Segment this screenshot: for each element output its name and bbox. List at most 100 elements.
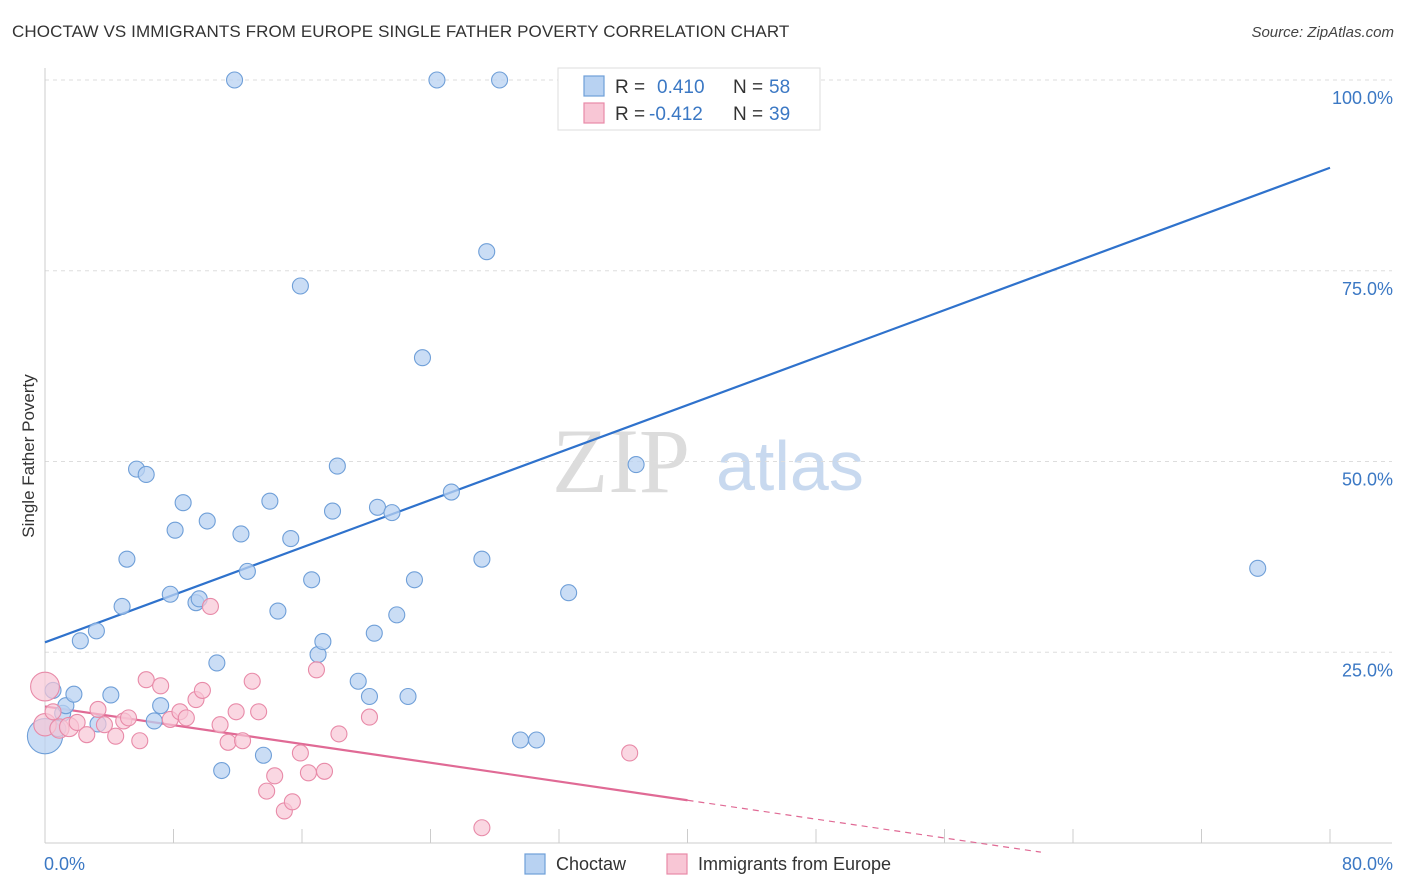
europe-point xyxy=(258,782,276,800)
choctaw-point xyxy=(478,243,496,261)
europe-point xyxy=(89,700,107,719)
x-tick-label-1: 80.0% xyxy=(1342,854,1393,874)
europe-point xyxy=(119,709,138,727)
choctaw-point xyxy=(413,349,432,367)
europe-point xyxy=(473,819,491,837)
choctaw-point xyxy=(208,654,226,672)
legend-r-label-1: R = xyxy=(615,77,645,98)
europe-point xyxy=(78,726,96,744)
choctaw-point xyxy=(166,521,184,539)
choctaw-point xyxy=(405,571,423,589)
choctaw-point xyxy=(323,502,342,520)
y-tick-label-1: 50.0% xyxy=(1342,470,1393,490)
bottom-legend-swatch-choctaw xyxy=(524,853,546,875)
europe-point xyxy=(266,767,284,785)
europe-point xyxy=(44,703,62,721)
europe-point xyxy=(201,597,219,616)
choctaw-point xyxy=(254,746,273,764)
legend-r-value-1: 0.410 xyxy=(657,77,705,98)
choctaw-point xyxy=(113,597,131,616)
choctaw-trend-line xyxy=(44,166,1331,644)
choctaw-point xyxy=(137,465,155,484)
europe-point xyxy=(30,671,60,702)
choctaw-point xyxy=(65,685,83,703)
choctaw-point xyxy=(225,71,244,89)
europe-point xyxy=(131,732,149,750)
choctaw-point xyxy=(238,562,256,580)
choctaw-point xyxy=(102,686,120,704)
legend-n-value-1: 58 xyxy=(769,77,790,98)
legend-n-label-2: N = xyxy=(733,104,763,125)
choctaw-point xyxy=(152,697,170,715)
choctaw-point xyxy=(349,672,367,690)
y-tick-label-2: 75.0% xyxy=(1342,279,1393,299)
choctaw-point xyxy=(282,530,300,548)
choctaw-point xyxy=(145,712,163,730)
y-tick-label-3: 100.0% xyxy=(1332,88,1393,108)
choctaw-point xyxy=(269,602,287,620)
bottom-legend-label-europe: Immigrants from Europe xyxy=(698,854,891,874)
europe-point xyxy=(193,681,211,699)
europe-point xyxy=(243,672,261,690)
legend-r-value-2: -0.412 xyxy=(649,104,703,125)
choctaw-point xyxy=(560,584,578,602)
watermark-atlas: atlas xyxy=(716,427,864,505)
y-tick-label-0: 25.0% xyxy=(1342,660,1393,680)
choctaw-point xyxy=(261,492,279,510)
choctaw-point xyxy=(174,494,192,512)
chart-title: CHOCTAW VS IMMIGRANTS FROM EUROPE SINGLE… xyxy=(12,22,790,41)
choctaw-point xyxy=(527,731,546,749)
europe-point xyxy=(234,732,252,750)
bottom-legend: Choctaw Immigrants from Europe xyxy=(524,853,891,875)
choctaw-point xyxy=(383,504,401,522)
choctaw-point xyxy=(198,512,216,530)
europe-trend-line-extension xyxy=(687,799,1041,853)
europe-point xyxy=(137,671,155,689)
choctaw-point xyxy=(314,633,332,651)
choctaw-point xyxy=(360,687,379,706)
choctaw-point xyxy=(473,550,491,568)
europe-point xyxy=(291,744,309,762)
europe-point xyxy=(107,727,125,745)
x-tick-label-0: 0.0% xyxy=(44,854,85,874)
choctaw-point xyxy=(1249,559,1267,577)
bottom-legend-swatch-europe xyxy=(666,853,688,875)
legend-n-label-1: N = xyxy=(733,77,763,98)
europe-point xyxy=(250,703,268,721)
choctaw-point xyxy=(118,550,136,568)
top-legend: R = 0.410 N = 58 R = -0.412 N = 39 xyxy=(557,67,821,131)
europe-point xyxy=(330,725,348,743)
europe-point xyxy=(177,709,195,727)
legend-r-label-2: R = xyxy=(615,104,645,125)
europe-point xyxy=(315,762,334,780)
choctaw-point xyxy=(428,71,446,89)
choctaw-point xyxy=(213,761,231,780)
europe-point xyxy=(95,716,113,734)
europe-point xyxy=(307,661,326,679)
europe-point xyxy=(283,793,301,811)
source-label: Source: ZipAtlas.com xyxy=(1251,24,1394,41)
choctaw-point xyxy=(491,71,509,89)
europe-point xyxy=(152,677,170,695)
choctaw-point xyxy=(161,585,179,603)
choctaw-point xyxy=(328,457,346,475)
choctaw-point xyxy=(368,498,387,516)
europe-point xyxy=(68,713,86,731)
europe-point xyxy=(621,744,639,762)
choctaw-point xyxy=(365,624,383,642)
legend-swatch-europe xyxy=(583,102,605,124)
choctaw-point xyxy=(627,456,645,474)
europe-point xyxy=(219,733,237,751)
y-axis-label: Single Father Poverty xyxy=(19,374,38,538)
bottom-legend-label-choctaw: Choctaw xyxy=(556,854,627,874)
europe-point xyxy=(360,708,379,726)
choctaw-point xyxy=(388,606,406,624)
europe-point xyxy=(299,764,317,782)
europe-points xyxy=(30,597,639,837)
legend-n-value-2: 39 xyxy=(769,104,790,125)
choctaw-point xyxy=(303,571,321,589)
choctaw-point xyxy=(291,277,309,295)
choctaw-point xyxy=(442,483,460,501)
tick-labels: 25.0% 50.0% 75.0% 100.0% 0.0% 80.0% xyxy=(44,88,1393,874)
